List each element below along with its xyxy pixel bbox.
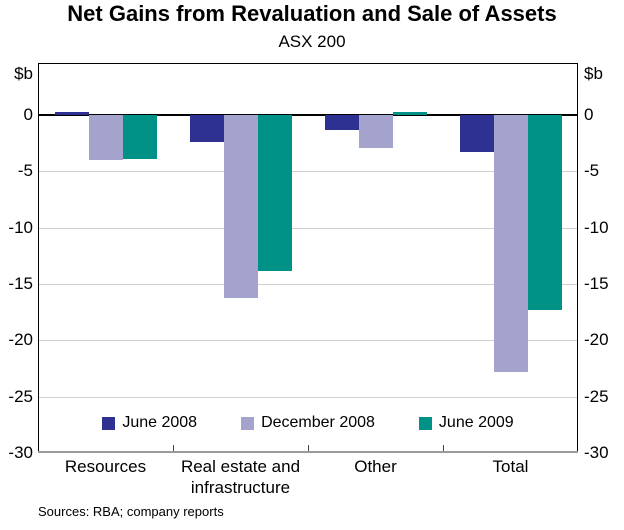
gridline--20 — [39, 340, 577, 342]
bar-june-2009-1 — [257, 115, 292, 271]
y-axis-line-left — [38, 63, 39, 453]
legend-swatch-2 — [418, 416, 432, 430]
x-tick-mark-2 — [308, 445, 309, 451]
bar-june-2009-0 — [122, 115, 157, 159]
legend-item-1: December 2008 — [241, 414, 375, 432]
y-tick-label-left--15: -15 — [8, 274, 33, 294]
y-tick-label-right--25: -25 — [584, 386, 609, 406]
legend-swatch-1 — [241, 416, 255, 430]
gridline--10 — [39, 227, 577, 229]
bar-june-2008-2 — [324, 115, 359, 130]
y-tick-label-left--30: -30 — [8, 443, 33, 463]
y-tick-label-left--5: -5 — [17, 161, 33, 181]
category-label-1: Real estate and infrastructure — [180, 457, 301, 497]
legend-item-2: June 2009 — [418, 414, 514, 432]
y-tick-label-right--15: -15 — [584, 274, 609, 294]
plot-border-top — [38, 63, 578, 64]
source-note: Sources: RBA; company reports — [38, 504, 224, 519]
y-tick-label-right--5: -5 — [584, 161, 600, 181]
bar-june-2009-2 — [392, 111, 427, 115]
x-tick-mark-3 — [443, 445, 444, 451]
bar-december-2008-0 — [88, 115, 123, 161]
legend-label-0: June 2008 — [122, 414, 198, 431]
bar-june-2009-3 — [527, 115, 562, 310]
chart-title: Net Gains from Revaluation and Sale of A… — [67, 1, 557, 26]
y-tick-label-right-0: 0 — [584, 105, 594, 124]
y-axis-unit-label-right: $b — [584, 64, 603, 83]
legend-item-0: June 2008 — [102, 414, 197, 432]
gridline--25 — [39, 396, 577, 398]
category-label-3: Total — [492, 457, 529, 476]
bar-june-2008-1 — [189, 115, 224, 143]
y-tick-label-right--30: -30 — [584, 443, 609, 463]
y-axis-unit-label-left: $b — [14, 64, 33, 83]
legend-swatch-0 — [102, 416, 116, 430]
y-tick-label-left--20: -20 — [8, 330, 33, 350]
category-label-2: Other — [354, 457, 397, 476]
bar-december-2008-3 — [493, 115, 528, 372]
y-tick-label-left--25: -25 — [8, 386, 33, 406]
gridline--5 — [39, 171, 577, 173]
y-tick-label-left--10: -10 — [8, 217, 33, 237]
y-tick-label-left-0: 0 — [23, 105, 33, 124]
legend: June 2008 December 2008 June 2009 — [38, 414, 578, 432]
x-axis-line — [38, 451, 578, 453]
bar-december-2008-1 — [223, 115, 258, 298]
legend-label-1: December 2008 — [261, 414, 375, 431]
legend-label-2: June 2009 — [438, 414, 514, 431]
gridline--15 — [39, 284, 577, 286]
zero-baseline — [38, 114, 578, 116]
bar-june-2008-0 — [54, 111, 89, 115]
bar-june-2008-3 — [459, 115, 494, 153]
y-tick-label-right--20: -20 — [584, 330, 609, 350]
x-tick-mark-1 — [173, 445, 174, 451]
y-tick-label-right--10: -10 — [584, 217, 609, 237]
bar-december-2008-2 — [358, 115, 393, 148]
category-label-0: Resources — [64, 457, 147, 476]
y-axis-line-right — [577, 63, 578, 453]
chart-subtitle: ASX 200 — [278, 32, 346, 51]
plot-area — [38, 63, 578, 453]
